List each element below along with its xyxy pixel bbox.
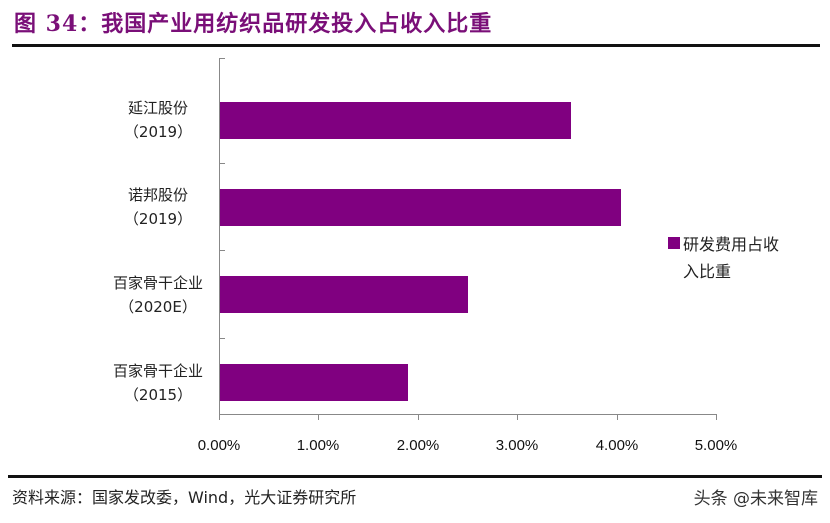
- source-note: 资料来源：国家发改委，Wind，光大证券研究所: [12, 488, 357, 507]
- legend-label-cont: 入比重: [683, 262, 732, 281]
- x-tick: [716, 414, 717, 420]
- bar-nuobang-2019: [220, 189, 621, 226]
- top-divider: [12, 44, 820, 47]
- x-axis: [219, 414, 716, 415]
- legend-swatch: [668, 237, 680, 249]
- category-label: 延江股份 （2019）: [58, 96, 258, 144]
- bar-yanjiang-2019: [220, 102, 571, 139]
- x-tick-label: 0.00%: [197, 437, 241, 454]
- watermark: 头条 @未来智库: [693, 489, 818, 509]
- x-tick: [517, 414, 518, 420]
- category-name: 诺邦股份: [127, 186, 188, 204]
- legend: 研发费用占收 入比重: [668, 231, 779, 285]
- category-name: 百家骨干企业: [112, 362, 203, 380]
- bar-chart: 延江股份 （2019） 诺邦股份 （2019） 百家骨干企业 （2020E） 百…: [58, 58, 779, 454]
- category-year: （2019）: [123, 210, 193, 228]
- x-tick-label: 1.00%: [296, 437, 340, 454]
- category-name: 延江股份: [127, 99, 188, 117]
- y-axis: [219, 58, 220, 414]
- x-tick: [617, 414, 618, 420]
- category-year: （2020E）: [119, 298, 197, 316]
- bar-top100-2020e: [220, 276, 468, 313]
- x-tick: [318, 414, 319, 420]
- category-label: 百家骨干企业 （2015）: [58, 359, 258, 407]
- x-tick-label: 3.00%: [495, 437, 539, 454]
- x-tick-label: 5.00%: [694, 437, 738, 454]
- y-tick: [219, 163, 225, 164]
- x-tick: [219, 414, 220, 420]
- chart-title: 图 34：我国产业用纺织品研发投入占收入比重: [14, 11, 493, 37]
- y-tick: [219, 338, 225, 339]
- bottom-divider: [8, 475, 822, 478]
- category-year: （2019）: [123, 123, 193, 141]
- y-tick: [219, 250, 225, 251]
- x-tick: [418, 414, 419, 420]
- bar-top100-2015: [220, 364, 408, 401]
- category-name: 百家骨干企业: [112, 274, 203, 292]
- y-tick: [219, 58, 225, 59]
- legend-label: 研发费用占收: [683, 235, 780, 254]
- category-year: （2015）: [123, 386, 193, 404]
- category-label: 百家骨干企业 （2020E）: [58, 271, 258, 319]
- x-tick-label: 4.00%: [595, 437, 639, 454]
- category-label: 诺邦股份 （2019）: [58, 183, 258, 231]
- x-tick-label: 2.00%: [396, 437, 440, 454]
